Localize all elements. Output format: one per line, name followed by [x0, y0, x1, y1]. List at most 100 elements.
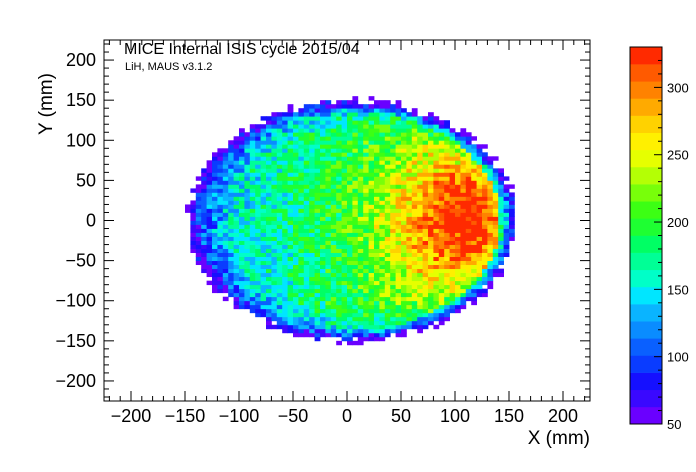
heatmap-cell [244, 160, 251, 165]
heatmap-cell [374, 124, 380, 129]
heatmap-cell [298, 188, 305, 193]
heatmap-cell [363, 144, 369, 149]
heatmap-cell [266, 312, 272, 318]
palette-swatch [630, 132, 662, 151]
heatmap-cell [325, 180, 332, 185]
heatmap-cell [330, 196, 337, 201]
heatmap-cell [438, 136, 445, 141]
heatmap-cell [487, 212, 494, 217]
heatmap-cell [217, 148, 224, 153]
heatmap-cell [298, 164, 305, 169]
heatmap-cell [336, 132, 342, 137]
heatmap-cell [336, 328, 342, 334]
heatmap-cell [271, 160, 278, 165]
heatmap-cell [401, 288, 407, 294]
heatmap-cell [503, 200, 510, 205]
heatmap-cell [217, 276, 224, 282]
heatmap-cell [444, 260, 450, 266]
heatmap-cell [455, 260, 461, 266]
heatmap-cell [314, 128, 321, 133]
heatmap-cell [201, 248, 207, 253]
heatmap-cell [449, 300, 456, 306]
heatmap-cell [195, 176, 202, 181]
heatmap-cell [433, 160, 440, 165]
heatmap-cell [487, 248, 494, 253]
heatmap-cell [455, 216, 461, 221]
palette-tick-label: 100 [667, 350, 689, 365]
heatmap-cell [217, 272, 224, 278]
heatmap-cell [433, 132, 440, 137]
heatmap-cell [222, 228, 229, 233]
heatmap-cell [465, 216, 472, 221]
heatmap-cell [347, 292, 353, 298]
heatmap-cell [390, 108, 396, 113]
heatmap-cell [190, 228, 197, 233]
heatmap-cell [357, 216, 364, 221]
heatmap-cell [476, 260, 483, 266]
heatmap-cell [406, 268, 413, 274]
heatmap-cell [287, 196, 294, 201]
heatmap-cell [401, 196, 407, 201]
heatmap-cell [320, 152, 326, 157]
heatmap-cell [395, 272, 402, 278]
heatmap-cell [309, 288, 315, 294]
heatmap-cell [395, 184, 402, 189]
heatmap-cell [433, 252, 440, 257]
heatmap-cell [444, 304, 450, 310]
heatmap-cell [212, 228, 218, 233]
heatmap-cell [341, 136, 348, 141]
heatmap-cell [357, 204, 364, 209]
heatmap-cell [320, 200, 326, 205]
heatmap-cell [411, 320, 418, 326]
heatmap-cell [444, 264, 450, 270]
heatmap-cell [347, 120, 353, 125]
heatmap-cell [379, 256, 386, 262]
heatmap-cell [352, 276, 359, 282]
heatmap-cell [374, 240, 380, 245]
heatmap-cell [395, 288, 402, 294]
heatmap-cell [325, 288, 332, 294]
heatmap-cell [368, 228, 375, 233]
heatmap-cell [298, 112, 305, 117]
heatmap-cell [390, 256, 396, 262]
heatmap-cell [368, 220, 375, 225]
heatmap-cell [417, 128, 423, 133]
heatmap-cell [417, 236, 423, 241]
heatmap-cell [212, 208, 218, 213]
heatmap-cell [417, 200, 423, 205]
heatmap-cell [438, 284, 445, 290]
heatmap-cell [320, 108, 326, 113]
heatmap-cell [287, 284, 294, 290]
heatmap-cell [379, 280, 386, 286]
heatmap-cell [212, 172, 218, 177]
heatmap-cell [314, 160, 321, 165]
heatmap-cell [239, 252, 245, 257]
heatmap-cell [363, 228, 369, 233]
heatmap-cell [330, 140, 337, 145]
heatmap-cell [201, 220, 207, 225]
heatmap-cell [341, 100, 348, 105]
heatmap-cell [352, 220, 359, 225]
heatmap-cell [217, 212, 224, 217]
heatmap-cell [206, 172, 213, 177]
heatmap-cell [293, 120, 299, 125]
heatmap-cell [217, 184, 224, 189]
heatmap-cell [330, 216, 337, 221]
heatmap-cell [449, 144, 456, 149]
heatmap-cell [282, 188, 288, 193]
heatmap-cell [438, 164, 445, 169]
heatmap-cell [417, 292, 423, 298]
heatmap-cell [325, 284, 332, 290]
heatmap-cell [282, 292, 288, 298]
heatmap-cell [411, 176, 418, 181]
heatmap-cell [374, 272, 380, 278]
heatmap-cell [330, 164, 337, 169]
heatmap-cell [325, 328, 332, 334]
heatmap-cell [228, 288, 234, 294]
heatmap-cell [384, 104, 391, 109]
heatmap-cell [401, 160, 407, 165]
heatmap-cell [444, 284, 450, 290]
heatmap-cell [460, 212, 467, 217]
x-axis: −200 −150 −100 −50 0 50 100 150 200 [108, 40, 586, 426]
heatmap-cell [379, 264, 386, 270]
